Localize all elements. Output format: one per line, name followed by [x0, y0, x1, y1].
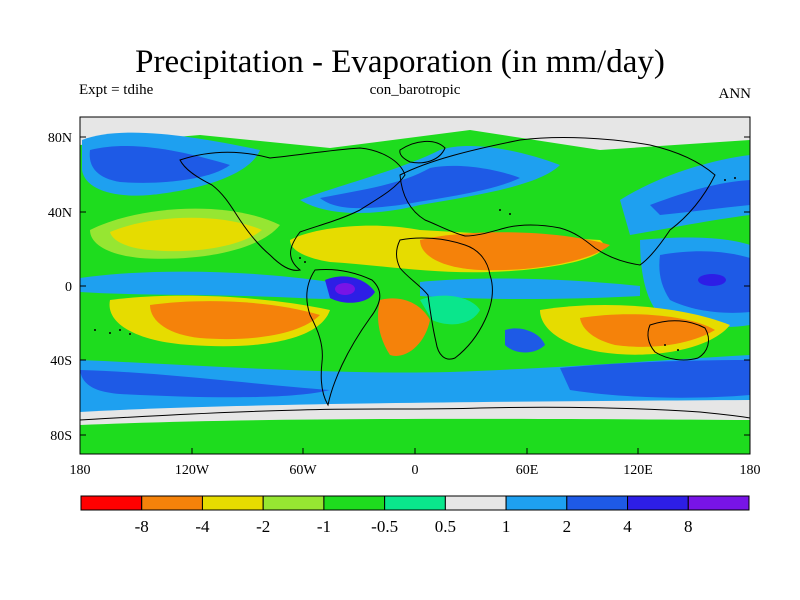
coast-africa — [396, 237, 493, 360]
colorbar-box-10 — [687, 495, 750, 511]
coast-eurasia — [399, 137, 716, 266]
lon-label-0: 0 — [412, 463, 419, 478]
field-spacific-orange — [150, 301, 320, 340]
colorbar-label-8: 4 — [623, 517, 632, 536]
lat-axis — [80, 136, 750, 436]
field-sahara-orange — [420, 232, 610, 271]
colorbar-box-3 — [262, 495, 325, 511]
colorbar: -8 -4 -2 -1 -0.5 0.5 1 2 4 8 — [80, 495, 750, 536]
field-antarctic-green — [80, 418, 750, 454]
field-africa-wet — [420, 295, 480, 325]
colorbar-box-4 — [323, 495, 386, 511]
lat-label-40n: 40N — [48, 206, 72, 221]
coast-south-america — [306, 269, 381, 407]
colorbar-label-6: 1 — [502, 517, 511, 536]
field-npacific-dark — [89, 145, 230, 183]
field-madagascar-wet — [505, 328, 545, 353]
colorbar-label-5: 0.5 — [435, 517, 456, 536]
field-southern-dark — [80, 370, 330, 398]
colorbar-box-8 — [566, 495, 629, 511]
colorbar-label-0: -8 — [135, 517, 149, 536]
field-npacific-yellow — [110, 217, 262, 252]
field-southern-dark2 — [560, 360, 750, 398]
colorbar-label-2: -2 — [256, 517, 270, 536]
lat-label-80s: 80S — [50, 429, 72, 444]
field-itcz-pacific — [80, 271, 343, 299]
coast-australia — [647, 320, 709, 361]
colorbar-box-0 — [80, 495, 143, 511]
map-title: Precipitation - Evaporation (in mm/day) — [135, 44, 665, 80]
lon-axis — [79, 448, 751, 454]
lon-label-120w: 120W — [175, 463, 210, 478]
case-label: con_barotropic — [369, 82, 461, 98]
colorbar-box-1 — [141, 495, 203, 511]
experiment-label: Expt = tdihe — [79, 82, 154, 98]
colorbar-label-1: -4 — [195, 517, 210, 536]
colorbar-box-5 — [384, 495, 446, 511]
coast-greenland — [399, 141, 446, 164]
colorbar-box-9 — [627, 495, 689, 511]
coast-north-america — [179, 147, 406, 271]
colorbar-label-9: 8 — [684, 517, 693, 536]
lon-label-180e: 180 — [740, 463, 761, 478]
island-dots — [94, 177, 736, 351]
field-sindian-orange — [580, 314, 715, 347]
lon-label-60e: 60E — [516, 463, 539, 478]
colorbar-box-2 — [201, 495, 264, 511]
lat-label-40s: 40S — [50, 354, 72, 369]
colorbar-box-6 — [444, 495, 507, 511]
colorbar-label-4: -0.5 — [371, 517, 398, 536]
season-label: ANN — [718, 86, 752, 102]
colorbar-box-7 — [505, 495, 568, 511]
field-nwpacific-dark — [650, 180, 750, 215]
field-satl-dry — [378, 298, 430, 356]
field-natlantic-dark — [320, 165, 520, 209]
map-panel — [80, 117, 750, 454]
lat-label-80n: 80N — [48, 131, 72, 146]
field-itcz-atlantic — [420, 278, 640, 299]
lon-label-60w: 60W — [289, 463, 317, 478]
colorbar-label-3: -1 — [317, 517, 331, 536]
field-amazon-core — [335, 283, 355, 295]
field-wpac-core — [698, 274, 726, 286]
colorbar-label-7: 2 — [563, 517, 572, 536]
lat-label-eq: 0 — [65, 280, 72, 295]
lon-label-120e: 120E — [623, 463, 653, 478]
coastlines — [80, 137, 750, 421]
lon-label-180w: 180 — [70, 463, 91, 478]
field-north-band — [80, 117, 750, 150]
coast-antarctica — [80, 406, 750, 421]
